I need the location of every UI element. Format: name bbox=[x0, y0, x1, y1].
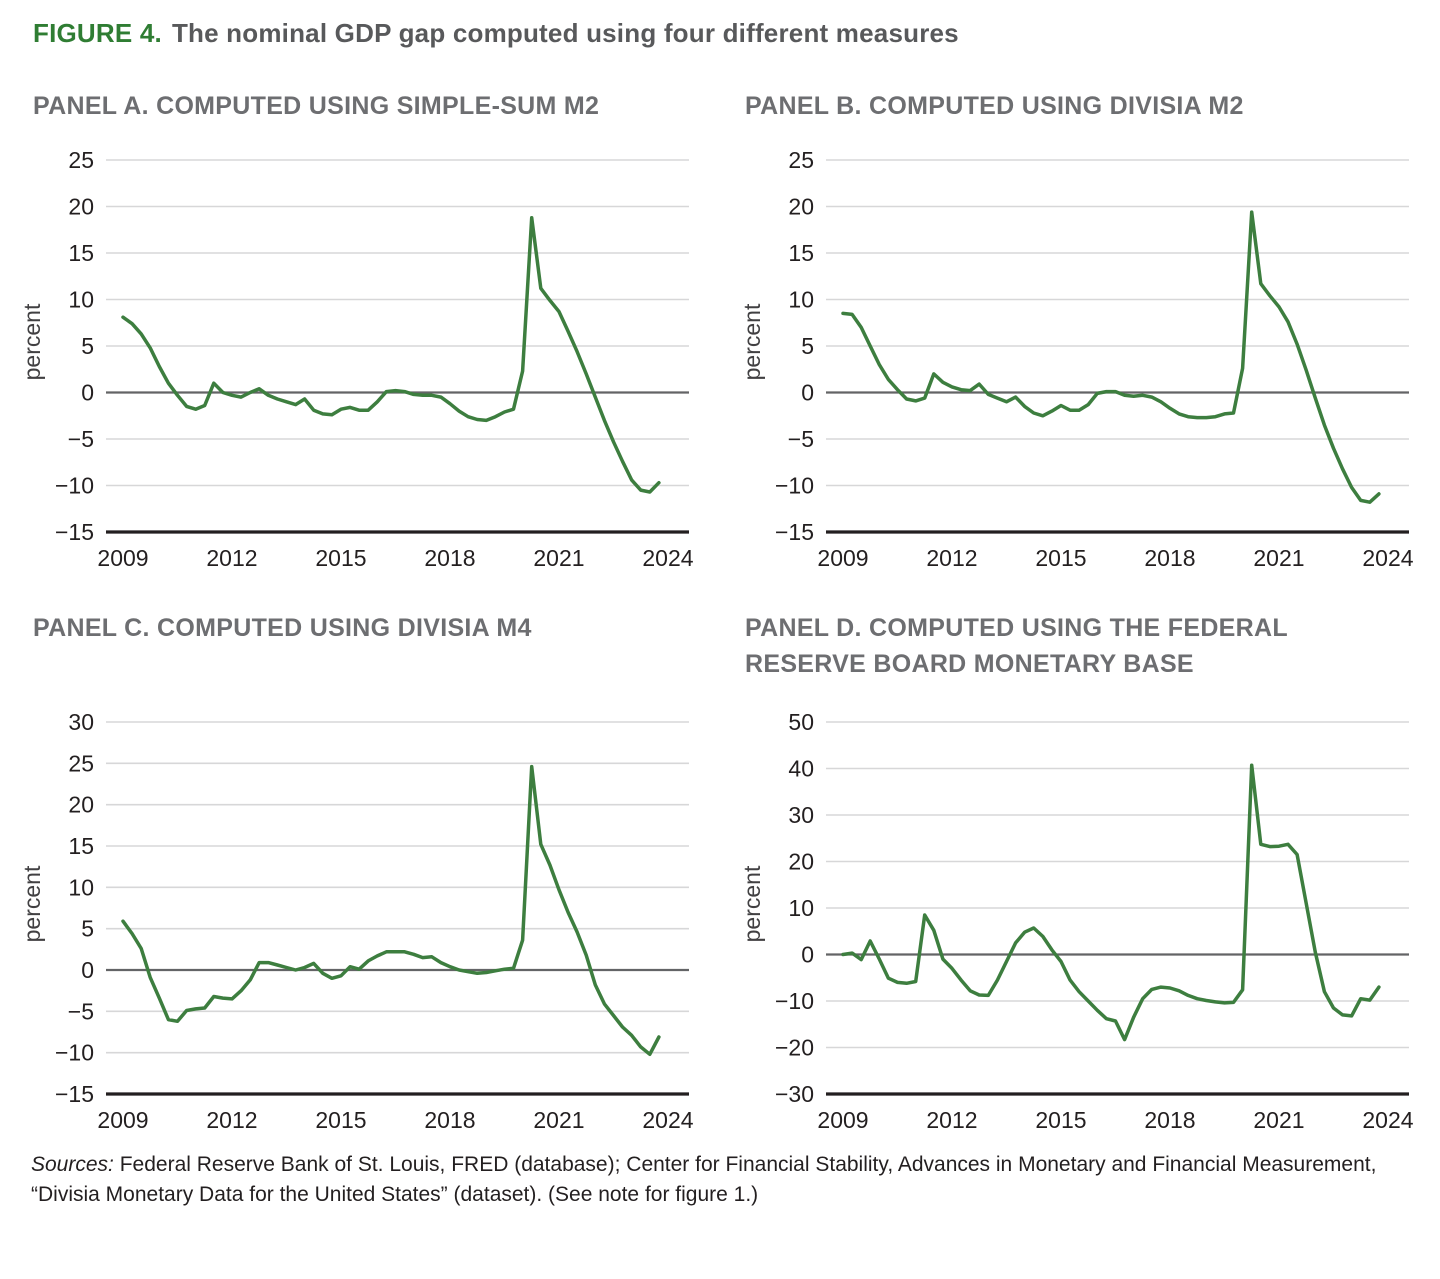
y-tick-label: 5 bbox=[81, 333, 94, 359]
y-axis-label: percent bbox=[19, 865, 45, 942]
x-tick-label: 2015 bbox=[315, 1107, 366, 1133]
x-tick-label: 2012 bbox=[206, 545, 257, 571]
x-tick-label: 2015 bbox=[1035, 1107, 1086, 1133]
y-tick-label: 30 bbox=[68, 709, 94, 735]
figure-title: The nominal GDP gap computed using four … bbox=[171, 18, 959, 48]
gdp-gap-line bbox=[121, 215, 661, 494]
y-tick-label: 25 bbox=[788, 147, 814, 173]
y-tick-label: 20 bbox=[788, 194, 814, 220]
x-tick-label: 2024 bbox=[1362, 1107, 1413, 1133]
sources-note: Sources: Federal Reserve Bank of St. Lou… bbox=[31, 1150, 1431, 1210]
x-tick-label: 2024 bbox=[1362, 545, 1413, 571]
y-tick-label: −10 bbox=[55, 473, 94, 499]
y-axis-label: percent bbox=[19, 303, 45, 380]
x-tick-label: 2021 bbox=[1253, 545, 1304, 571]
x-tick-label: 2018 bbox=[424, 1107, 475, 1133]
x-tick-label: 2018 bbox=[424, 545, 475, 571]
x-tick-label: 2012 bbox=[926, 545, 977, 571]
x-tick-label: 2009 bbox=[97, 1107, 148, 1133]
y-tick-label: 50 bbox=[788, 709, 814, 735]
x-tick-label: 2021 bbox=[533, 545, 584, 571]
y-tick-label: 10 bbox=[788, 895, 814, 921]
y-tick-label: 15 bbox=[788, 240, 814, 266]
gdp-gap-line bbox=[121, 764, 661, 1057]
y-tick-label: 0 bbox=[81, 957, 94, 983]
x-tick-label: 2018 bbox=[1144, 1107, 1195, 1133]
x-tick-label: 2009 bbox=[97, 545, 148, 571]
x-tick-label: 2021 bbox=[1253, 1107, 1304, 1133]
x-tick-label: 2009 bbox=[817, 545, 868, 571]
y-tick-label: −5 bbox=[68, 998, 94, 1024]
y-tick-label: −5 bbox=[68, 426, 94, 452]
y-tick-label: −10 bbox=[55, 1040, 94, 1066]
y-tick-label: 5 bbox=[801, 333, 814, 359]
x-tick-label: 2012 bbox=[926, 1107, 977, 1133]
gdp-gap-line bbox=[841, 763, 1381, 1042]
y-tick-label: 20 bbox=[68, 792, 94, 818]
panel-d-title: PANEL D. COMPUTED USING THE FEDERAL RESE… bbox=[745, 614, 1288, 678]
y-tick-label: −15 bbox=[55, 519, 94, 545]
y-axis-label: percent bbox=[739, 303, 765, 380]
x-tick-label: 2009 bbox=[817, 1107, 868, 1133]
y-tick-label: 20 bbox=[788, 849, 814, 875]
y-tick-label: 20 bbox=[68, 194, 94, 220]
y-tick-label: 0 bbox=[801, 942, 814, 968]
y-tick-label: −30 bbox=[775, 1081, 814, 1107]
sources-line-1: Federal Reserve Bank of St. Louis, FRED … bbox=[113, 1153, 1377, 1176]
x-tick-label: 2012 bbox=[206, 1107, 257, 1133]
x-tick-label: 2024 bbox=[642, 1107, 693, 1133]
y-tick-label: −15 bbox=[55, 1081, 94, 1107]
panel-a-title: PANEL A. COMPUTED USING SIMPLE-SUM M2 bbox=[33, 92, 600, 120]
panel-b-title: PANEL B. COMPUTED USING DIVISIA M2 bbox=[745, 92, 1244, 120]
figure-header: FIGURE 4. The nominal GDP gap computed us… bbox=[33, 18, 959, 49]
y-tick-label: −5 bbox=[788, 426, 814, 452]
y-tick-label: 25 bbox=[68, 147, 94, 173]
x-tick-label: 2015 bbox=[315, 545, 366, 571]
y-tick-label: 10 bbox=[68, 287, 94, 313]
y-tick-label: 30 bbox=[788, 802, 814, 828]
figure-label: FIGURE 4. bbox=[33, 18, 162, 48]
y-tick-label: 25 bbox=[68, 750, 94, 776]
y-tick-label: 10 bbox=[68, 874, 94, 900]
y-tick-label: −10 bbox=[775, 988, 814, 1014]
y-tick-label: 40 bbox=[788, 756, 814, 782]
panel-c-title: PANEL C. COMPUTED USING DIVISIA M4 bbox=[33, 614, 532, 642]
y-tick-label: 0 bbox=[81, 380, 94, 406]
x-tick-label: 2021 bbox=[533, 1107, 584, 1133]
y-tick-label: 10 bbox=[788, 287, 814, 313]
x-tick-label: 2018 bbox=[1144, 545, 1195, 571]
sources-label: Sources: bbox=[31, 1153, 114, 1176]
y-tick-label: −20 bbox=[775, 1035, 814, 1061]
sources-line-2: “Divisia Monetary Data for the United St… bbox=[31, 1183, 759, 1206]
x-tick-label: 2015 bbox=[1035, 545, 1086, 571]
y-tick-label: 15 bbox=[68, 240, 94, 266]
y-tick-label: −10 bbox=[775, 473, 814, 499]
gdp-gap-line bbox=[841, 210, 1381, 504]
y-tick-label: 5 bbox=[81, 916, 94, 942]
y-tick-label: 15 bbox=[68, 833, 94, 859]
y-axis-label: percent bbox=[739, 865, 765, 942]
y-tick-label: 0 bbox=[801, 380, 814, 406]
y-tick-label: −15 bbox=[775, 519, 814, 545]
x-tick-label: 2024 bbox=[642, 545, 693, 571]
